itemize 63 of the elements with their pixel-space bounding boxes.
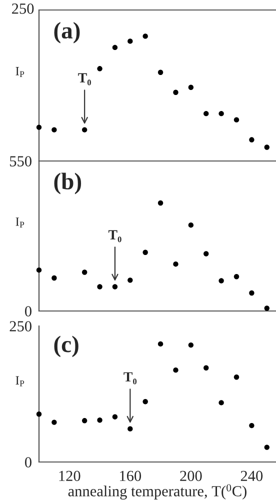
annotation: T₀ [124,372,137,384]
point [112,44,118,50]
point [188,222,194,228]
point [173,261,178,267]
point [97,418,102,423]
y-tick-label: 250 [10,321,32,332]
point [173,90,178,95]
point [249,290,254,296]
point [234,274,240,280]
point [234,374,240,380]
point [36,124,42,130]
point [218,110,224,116]
point [158,70,164,75]
chart-title: (a) [54,22,80,44]
y-tick-label: 550 [10,156,32,166]
y-axis-title: I$_{P}$ [16,67,24,77]
x-tick-label: 160 [120,470,142,482]
x-tick-label: 120 [59,470,80,482]
point [264,306,270,311]
point [52,420,57,425]
point [204,251,209,256]
point [188,342,194,348]
y-tick-label: 0 [25,457,32,468]
point [82,127,88,132]
point [112,284,118,290]
point [158,341,164,347]
point [249,137,254,142]
point [218,400,224,406]
point [52,127,57,132]
point [128,278,133,283]
point [264,144,270,150]
point [249,422,254,428]
x-tick-label: 200 [180,470,202,482]
point [36,267,42,273]
annotation: T₀ [78,73,91,86]
chart-title: (b) [54,172,82,194]
y-axis-title: I$_{P}$ [16,218,24,228]
point [82,418,88,424]
y-tick-label: 0 [25,306,32,316]
point [204,365,209,370]
point [112,414,118,420]
point [158,200,164,206]
point [218,278,224,284]
annotation: T₀ [108,230,122,242]
point [188,84,194,90]
point [264,444,270,450]
x-tick-label: 240 [240,470,263,482]
point [234,117,240,122]
point [128,38,133,44]
point [204,110,209,116]
point [97,66,102,72]
point [142,250,148,255]
point [82,270,88,275]
point [128,426,133,432]
x-axis-title: annealing temperature, T($^{0}$C) [68,484,246,500]
point [142,34,148,39]
point [173,367,178,373]
point [36,412,42,417]
point [142,399,148,404]
chart-title: (c) [54,336,78,358]
point [52,275,57,281]
y-axis-title: I$_{P}$ [16,376,24,386]
point [97,284,102,290]
